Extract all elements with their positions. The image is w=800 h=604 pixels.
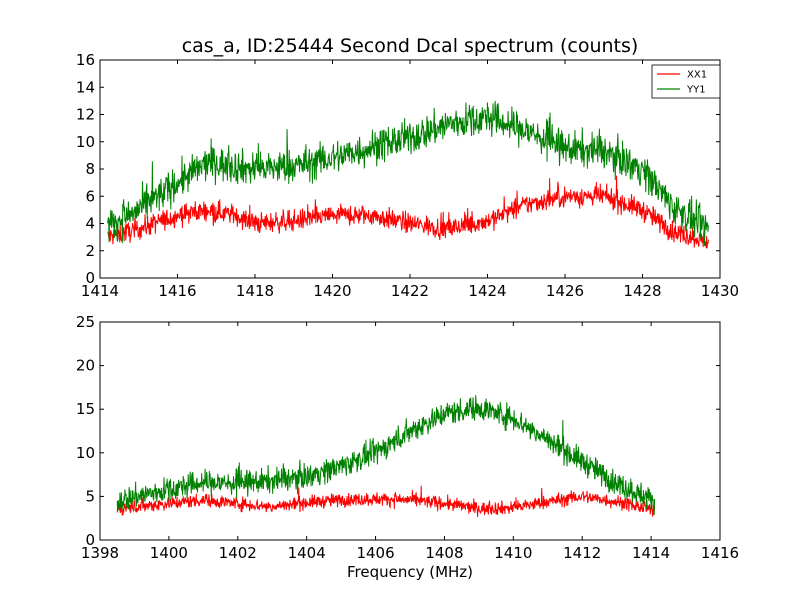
legend-label-yy1: YY1	[686, 85, 706, 96]
top-subplot: 1414 1416 1418 1420 1422 1424 1426 1428 14300246…	[76, 51, 739, 300]
legend-box	[651, 64, 721, 99]
x-tick-label: 1416	[158, 282, 196, 300]
x-tick-label: 1402	[219, 544, 257, 562]
x-tick-label: 1412	[563, 544, 601, 562]
x-tick-label: 1428	[623, 282, 661, 300]
y-tick-label: 10	[76, 133, 95, 151]
x-tick-label: 1414	[632, 544, 670, 562]
x-tick-label: 1430	[701, 282, 739, 300]
x-axis-label: Frequency (MHz)	[347, 563, 473, 581]
y-tick-label: 6	[85, 187, 95, 205]
x-tick-label: 1410	[494, 544, 532, 562]
series-xx1-line	[107, 175, 709, 249]
y-tick-label: 10	[76, 444, 95, 462]
chart-title: cas_a, ID:25444 Second Dcal spectrum (co…	[182, 35, 639, 57]
y-tick-label: 15	[76, 400, 95, 418]
y-tick-label: 4	[85, 215, 95, 233]
y-tick-label: 0	[85, 269, 95, 287]
series-yy1-line	[107, 100, 709, 246]
x-tick-label: 1414	[81, 282, 119, 300]
x-tick-label: 1416	[701, 544, 739, 562]
x-tick-label: 1418	[236, 282, 274, 300]
x-tick-label: 1420	[313, 282, 351, 300]
x-tick-label: 1426	[546, 282, 584, 300]
x-tick-label: 1422	[391, 282, 429, 300]
series-yy1-line	[116, 395, 656, 516]
y-tick-label: 8	[85, 160, 95, 178]
y-tick-label: 14	[76, 78, 95, 96]
y-tick-label: 5	[85, 487, 95, 505]
x-tick-label: 1424	[468, 282, 506, 300]
y-tick-label: 16	[76, 51, 95, 69]
x-tick-label: 1400	[150, 544, 188, 562]
y-tick-label: 0	[85, 531, 95, 549]
bottom-subplot: 1398 1400 1402 1404 1406 1408 1410 1412 1414 1416…	[76, 313, 739, 562]
y-tick-label: 12	[76, 106, 95, 124]
legend: XX1 YY1	[651, 64, 721, 99]
y-tick-label: 20	[76, 357, 95, 375]
y-tick-label: 25	[76, 313, 95, 331]
y-tick-label: 2	[85, 242, 95, 260]
x-tick-label: 1406	[356, 544, 394, 562]
legend-label-xx1: XX1	[687, 70, 707, 81]
x-tick-label: 1404	[288, 544, 326, 562]
x-tick-label: 1408	[425, 544, 463, 562]
series-xx1-line	[116, 485, 656, 517]
plot-frame	[99, 321, 721, 541]
x-tick-label: 1398	[81, 544, 119, 562]
